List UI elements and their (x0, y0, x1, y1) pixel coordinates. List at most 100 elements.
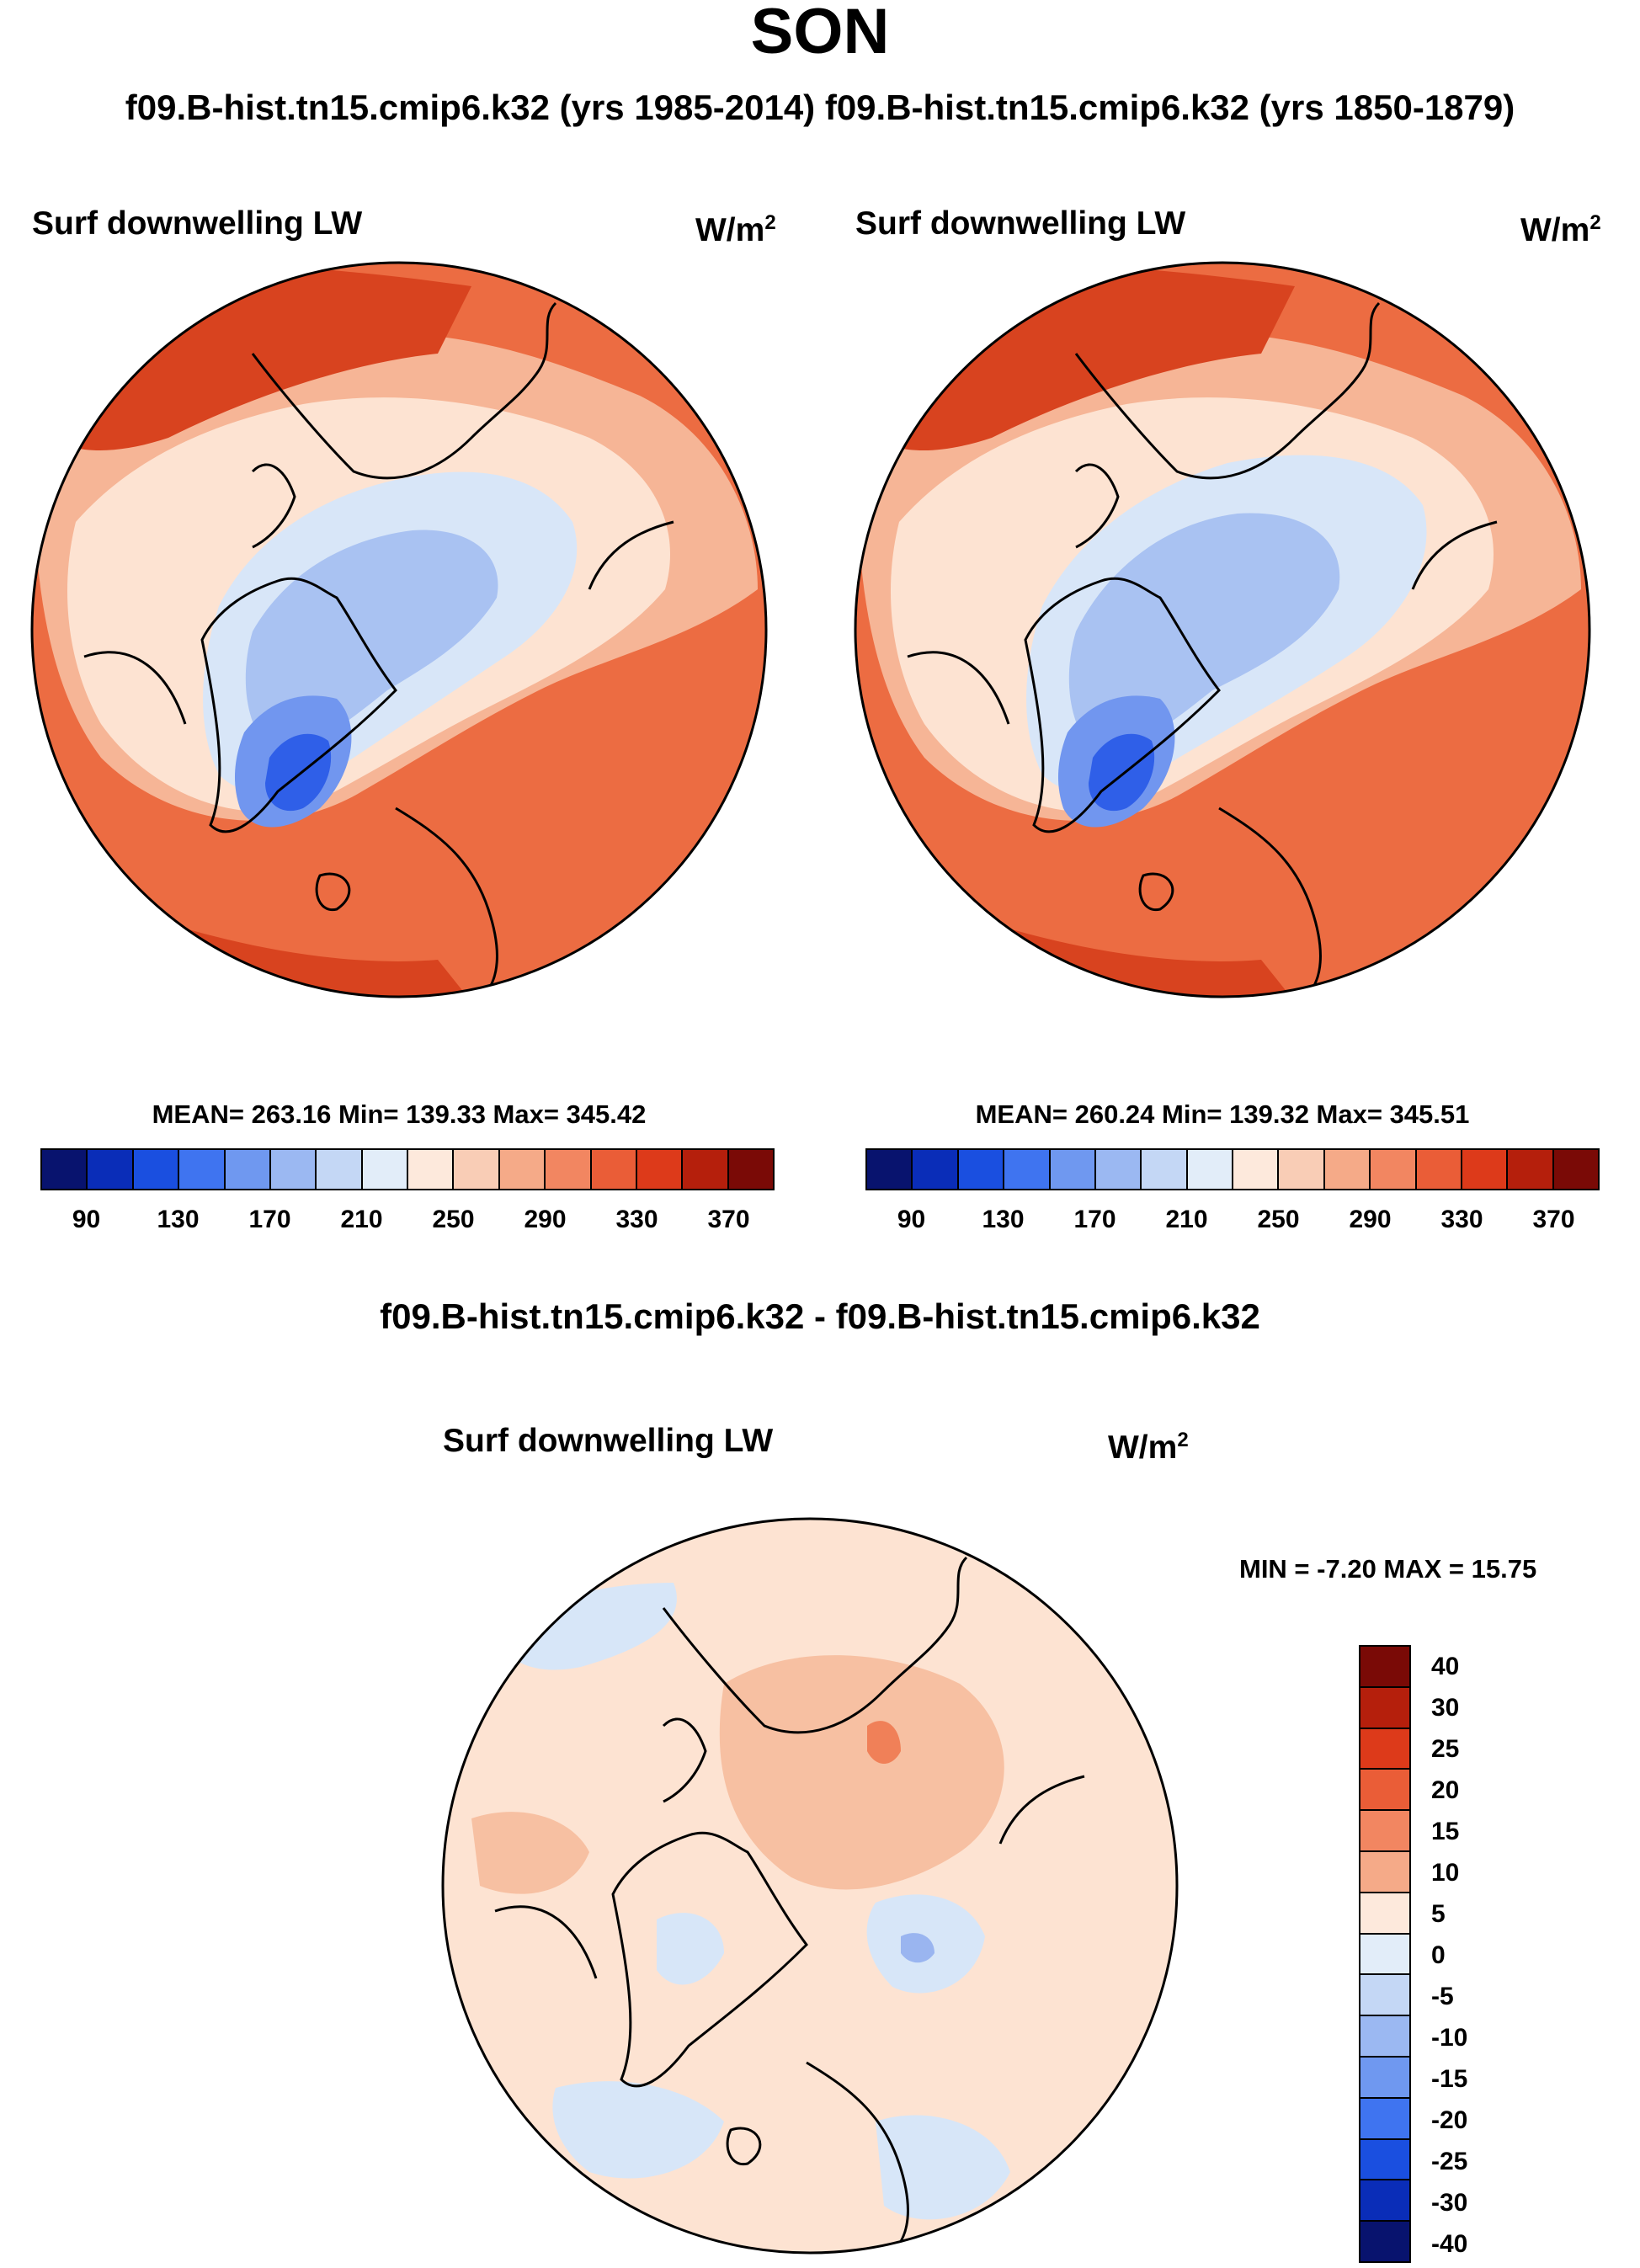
colorbar-cell (958, 1150, 1005, 1189)
colorbar-tick-label: -10 (1431, 2023, 1468, 2052)
colorbar-tick-label: -5 (1431, 1982, 1454, 2010)
colorbar-cell (362, 1150, 408, 1189)
colorbar-cell (1187, 1150, 1233, 1189)
colorbar-tick-label: 290 (524, 1206, 567, 1233)
diff-coastlines (494, 1556, 1085, 2253)
colorbar-tick-label: 40 (1431, 1653, 1460, 1681)
colorbar-cell (1233, 1150, 1280, 1189)
panel2-border (854, 261, 1591, 998)
colorbar-tick-label: 370 (707, 1206, 750, 1233)
diff-stats: MIN = -7.20 MAX = 15.75 (1239, 1554, 1537, 1584)
colorbar-tick-label: 330 (615, 1206, 658, 1233)
colorbar-tick-label: -20 (1431, 2106, 1468, 2134)
field-cold4 (265, 733, 332, 812)
colorbar-tick-label: 0 (1431, 1941, 1446, 1969)
panel1-field (32, 263, 766, 997)
colorbar-tick-label: 210 (340, 1206, 383, 1233)
diff-colorbar (1359, 1645, 1411, 2263)
colorbar-cell (1462, 1150, 1509, 1189)
panel2-stats: MEAN= 260.24 Min= 139.32 Max= 345.51 (975, 1099, 1470, 1129)
colorbar-cell (270, 1150, 317, 1189)
colorbar-cell (1360, 1851, 1409, 1893)
colorbar-tick-label: 170 (248, 1206, 291, 1233)
colorbar-cell (1050, 1150, 1096, 1189)
panel2-coastlines (907, 301, 1498, 997)
colorbar-cell (1095, 1150, 1142, 1189)
subtitle: f09.B-hist.tn15.cmip6.k32 (yrs 1985-2014… (125, 88, 1515, 127)
diff-pos-center (719, 1655, 1004, 1890)
diff-title: f09.B-hist.tn15.cmip6.k32 - f09.B-hist.t… (380, 1296, 1260, 1336)
panel1-label: Surf downwelling LW (32, 205, 363, 242)
colorbar-tick-label: 90 (897, 1206, 926, 1233)
field-cold2 (1068, 513, 1340, 751)
diff-neg-bottom2 (876, 2115, 1010, 2220)
colorbar-tick-label: -15 (1431, 2064, 1468, 2093)
colorbar-cell (591, 1150, 637, 1189)
colorbar-cell (408, 1150, 455, 1189)
field-cold4 (1089, 733, 1155, 812)
colorbar-cell (546, 1150, 592, 1189)
colorbar-cell (42, 1150, 88, 1189)
colorbar-tick-label: 25 (1431, 1735, 1460, 1764)
panel2-units: W/m2 (1520, 211, 1601, 248)
colorbar-cell (1360, 1893, 1409, 1935)
colorbar-tick-label: 290 (1349, 1206, 1392, 1233)
colorbar-cell (728, 1150, 773, 1189)
colorbar-cell (913, 1150, 959, 1189)
diff-field (443, 1519, 1177, 2253)
colorbar-cell (867, 1150, 913, 1189)
colorbar-tick-label: 20 (1431, 1776, 1460, 1805)
panel1-units: W/m2 (695, 211, 776, 248)
colorbar-tick-label: -25 (1431, 2147, 1468, 2175)
colorbar-tick-label: 30 (1431, 1694, 1460, 1722)
diff-neg-left (657, 1913, 724, 1985)
colorbar-cell (179, 1150, 226, 1189)
diff-units: W/m2 (1108, 1429, 1189, 1466)
colorbar-cell (133, 1150, 180, 1189)
colorbar-cell (1360, 1934, 1409, 1976)
main-title: SON (750, 0, 890, 67)
colorbar-cell (1004, 1150, 1051, 1189)
diff-neg-top (488, 1583, 677, 1670)
panel1-colorbar (40, 1148, 775, 1190)
colorbar-cell (1508, 1150, 1554, 1189)
colorbar-cell (317, 1150, 363, 1189)
colorbar-cell (454, 1150, 500, 1189)
colorbar-cell (1279, 1150, 1325, 1189)
colorbar-cell (1360, 2139, 1409, 2181)
field-cold2 (245, 530, 498, 751)
panel2-label: Surf downwelling LW (855, 205, 1186, 242)
colorbar-cell (1360, 1728, 1409, 1770)
colorbar-cell (1360, 1647, 1409, 1688)
colorbar-cell (1371, 1150, 1417, 1189)
diff-pos2 (867, 1721, 901, 1764)
colorbar-cell (1142, 1150, 1188, 1189)
diff-pos-left (471, 1812, 589, 1894)
colorbar-tick-label: 210 (1165, 1206, 1208, 1233)
diff-border (441, 1517, 1179, 2255)
colorbar-tick-label: 370 (1532, 1206, 1575, 1233)
colorbar-tick-label: 90 (72, 1206, 101, 1233)
colorbar-tick-label: 15 (1431, 1818, 1460, 1846)
colorbar-cell (1360, 1770, 1409, 1812)
colorbar-tick-label: 330 (1440, 1206, 1483, 1233)
colorbar-cell (683, 1150, 729, 1189)
panel1-coastlines (83, 301, 674, 997)
colorbar-cell (1416, 1150, 1462, 1189)
colorbar-cell (1360, 2098, 1409, 2140)
colorbar-cell (1360, 2057, 1409, 2099)
colorbar-tick-label: 10 (1431, 1859, 1460, 1887)
colorbar-cell (1360, 2180, 1409, 2223)
colorbar-tick-label: 250 (1257, 1206, 1300, 1233)
diff-label: Surf downwelling LW (443, 1423, 774, 1459)
colorbar-tick-label: -30 (1431, 2188, 1468, 2217)
colorbar-cell (636, 1150, 684, 1189)
colorbar-cell (1360, 1811, 1409, 1852)
colorbar-cell (1360, 1687, 1409, 1729)
colorbar-cell (1360, 1975, 1409, 2017)
colorbar-tick-label: -40 (1431, 2229, 1468, 2258)
panel1-stats: MEAN= 263.16 Min= 139.33 Max= 345.42 (152, 1099, 647, 1129)
